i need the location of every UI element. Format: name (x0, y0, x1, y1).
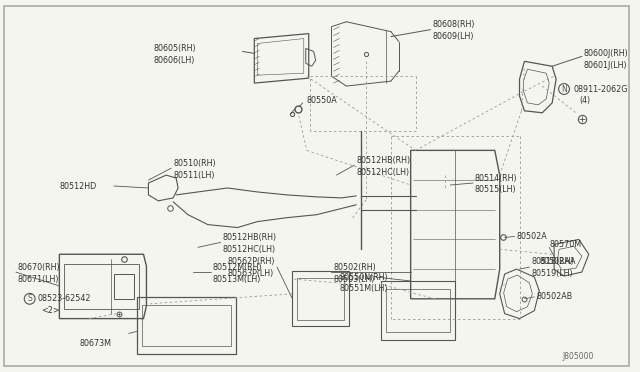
Text: 80550A: 80550A (307, 96, 337, 105)
Text: 80512HC(LH): 80512HC(LH) (223, 245, 276, 254)
Text: 80670(RH): 80670(RH) (18, 263, 60, 272)
Text: 08911-2062G: 08911-2062G (574, 84, 628, 93)
Text: 80512M(RH): 80512M(RH) (212, 263, 262, 272)
Text: 80512HD: 80512HD (60, 182, 97, 190)
Text: 80519(LH): 80519(LH) (531, 269, 573, 278)
Text: 80609(LH): 80609(LH) (433, 32, 474, 41)
Text: 80562P(RH): 80562P(RH) (228, 257, 275, 266)
Text: 80671(LH): 80671(LH) (18, 275, 60, 283)
Text: 80514(RH): 80514(RH) (475, 174, 518, 183)
Bar (141, 305, 230, 346)
Text: 80502(RH): 80502(RH) (333, 263, 376, 272)
Text: 80563P(LH): 80563P(LH) (228, 269, 274, 278)
Text: 80512HB(RH): 80512HB(RH) (356, 156, 410, 165)
Text: 80515(LH): 80515(LH) (475, 186, 516, 195)
Text: 80608(RH): 80608(RH) (433, 20, 475, 29)
Text: 80601J(LH): 80601J(LH) (584, 61, 627, 70)
Bar (292, 271, 349, 326)
Bar (381, 281, 455, 340)
Text: 08523-62542: 08523-62542 (38, 294, 91, 303)
Text: 80551M(LH): 80551M(LH) (339, 285, 388, 294)
Bar (297, 278, 344, 320)
Text: 80503(LH): 80503(LH) (333, 275, 375, 283)
Text: 80570M: 80570M (549, 240, 581, 249)
Text: 80502AA: 80502AA (540, 257, 576, 266)
Text: N: N (561, 84, 567, 93)
Text: 80550N(RH): 80550N(RH) (339, 273, 388, 282)
Text: 80511(LH): 80511(LH) (173, 171, 214, 180)
Text: 80512HB(RH): 80512HB(RH) (223, 233, 276, 242)
Bar (386, 289, 450, 333)
Text: 80605(RH): 80605(RH) (154, 44, 196, 53)
Text: 80513M(LH): 80513M(LH) (212, 275, 261, 283)
Text: 80606(LH): 80606(LH) (154, 56, 195, 65)
Text: 80518(RH): 80518(RH) (531, 257, 574, 266)
Text: 80502A: 80502A (516, 232, 547, 241)
Bar (136, 297, 236, 354)
Text: S: S (28, 294, 32, 303)
Text: 80502AB: 80502AB (536, 292, 573, 301)
Text: 80600J(RH): 80600J(RH) (584, 49, 628, 58)
Text: <2>: <2> (42, 306, 60, 315)
Text: 80510(RH): 80510(RH) (173, 159, 216, 168)
Text: (4): (4) (579, 96, 590, 105)
Bar (64, 264, 138, 309)
Text: 80673M: 80673M (79, 339, 111, 348)
Text: J805000: J805000 (563, 352, 594, 361)
Bar (114, 274, 134, 299)
Text: 80512HC(LH): 80512HC(LH) (356, 168, 410, 177)
